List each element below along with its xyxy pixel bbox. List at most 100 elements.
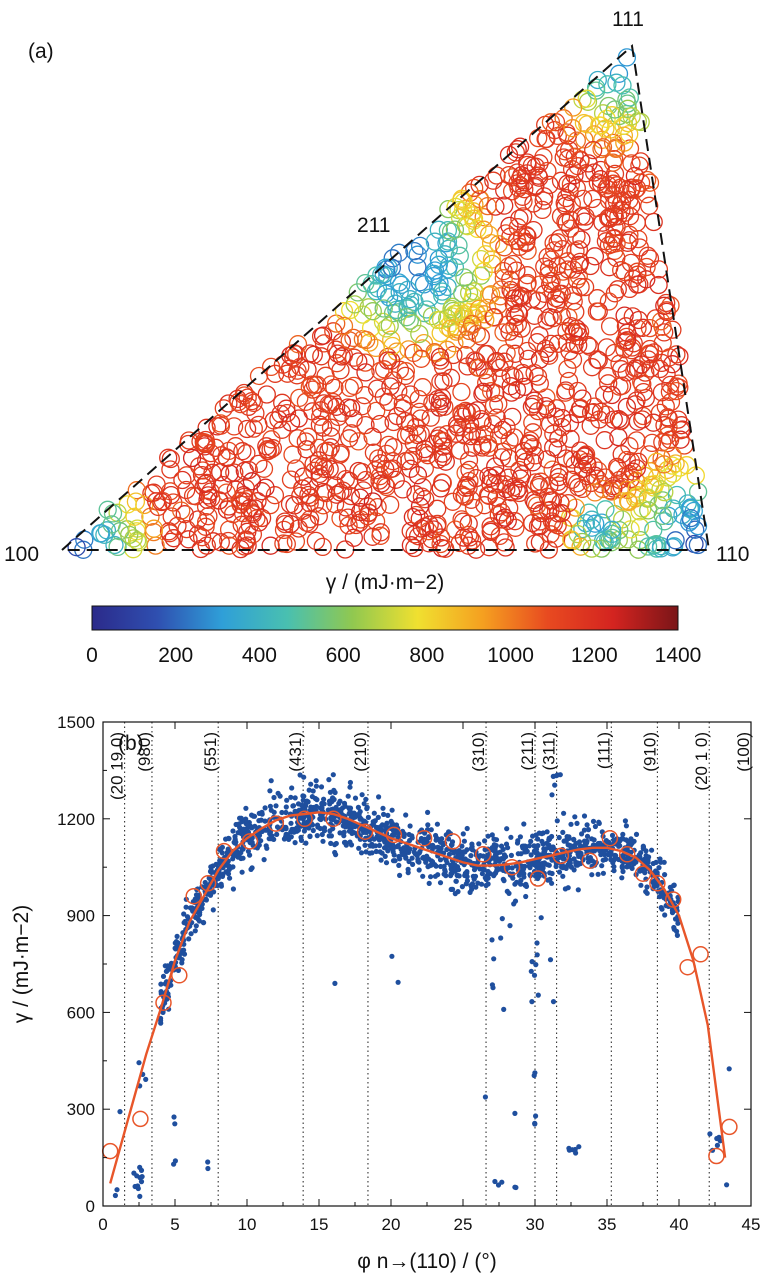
scatter-point: [199, 905, 205, 912]
scatter-point: [604, 839, 610, 845]
scatter-point: [499, 916, 505, 922]
scatter-point: [379, 827, 385, 833]
triangle-circle: [590, 410, 609, 429]
triangle-circle: [352, 462, 372, 482]
scatter-point: [468, 853, 474, 859]
triangle-circle: [400, 424, 419, 444]
scatter-point: [508, 852, 514, 859]
scatter-point: [405, 866, 411, 873]
scatter-point: [429, 844, 435, 850]
triangle-circle: [487, 166, 506, 185]
scatter-point: [376, 842, 383, 849]
scatter-point: [644, 890, 650, 896]
scatter-point: [576, 1144, 582, 1150]
triangle-circle: [308, 375, 327, 394]
triangle-circle: [686, 520, 705, 539]
triangle-circle: [553, 239, 572, 259]
triangle-circle: [436, 452, 455, 471]
scatter-point: [542, 851, 548, 857]
y-tick-label: 300: [67, 1100, 95, 1119]
triangle-circle: [238, 490, 257, 509]
scatter-point: [459, 884, 465, 890]
scatter-point: [549, 870, 555, 877]
triangle-circle: [168, 516, 187, 536]
triangle-circle: [478, 196, 497, 216]
triangle-circle: [430, 347, 450, 367]
scatter-point: [347, 779, 353, 786]
triangle-circle: [413, 478, 432, 497]
triangle-circle: [464, 202, 483, 221]
scatter-point: [492, 871, 498, 877]
scatter-point: [317, 825, 323, 832]
scatter-point: [463, 881, 469, 887]
triangle-circle: [401, 459, 420, 478]
scatter-point: [196, 918, 202, 924]
scatter-point: [226, 867, 232, 873]
triangle-circle: [631, 112, 650, 132]
orientation-label: (551): [201, 732, 220, 772]
scatter-point: [232, 840, 238, 846]
scatter-point: [443, 857, 449, 863]
open-circle: [503, 858, 521, 876]
triangle-circle: [495, 508, 515, 527]
scatter-point: [535, 861, 541, 867]
triangle-circle: [396, 426, 416, 445]
triangle-circle: [91, 524, 110, 543]
scatter-point: [523, 883, 530, 890]
scatter-point: [565, 885, 571, 891]
triangle-circle: [257, 385, 276, 404]
triangle-circle: [539, 259, 559, 279]
open-circle: [385, 826, 403, 844]
triangle-circle: [349, 432, 368, 451]
scatter-point: [592, 823, 599, 830]
triangle-circle: [596, 405, 616, 424]
triangle-circle: [324, 322, 343, 341]
open-circle: [634, 865, 652, 882]
triangle-circle: [663, 456, 682, 475]
triangle-circle: [481, 468, 501, 487]
triangle-circle: [595, 385, 614, 404]
triangle-circle: [309, 507, 328, 526]
triangle-circle: [644, 520, 663, 540]
open-circle: [185, 887, 202, 905]
scatter-point: [314, 797, 320, 803]
triangle-circle: [453, 284, 472, 303]
scatter-point: [383, 860, 390, 866]
triangle-circle: [607, 192, 627, 211]
triangle-circle: [572, 230, 591, 249]
triangle-circle: [356, 415, 375, 435]
scatter-point: [533, 962, 539, 968]
triangle-circle: [537, 388, 556, 407]
triangle-circle: [196, 474, 215, 494]
triangle-circle: [345, 295, 364, 314]
scatter-point: [279, 809, 285, 816]
fit-curve: [109, 811, 727, 1184]
scatter-point: [226, 836, 232, 842]
triangle-circle: [633, 410, 652, 429]
triangle-circle: [415, 443, 434, 462]
triangle-circle: [620, 231, 639, 250]
scatter-point: [291, 829, 297, 835]
triangle-circle: [313, 537, 332, 557]
triangle-circle: [525, 363, 544, 383]
triangle-circle: [414, 333, 434, 353]
scatter-point: [601, 848, 607, 854]
scatter-point: [318, 814, 324, 820]
scatter-point: [313, 778, 319, 784]
triangle-circle: [459, 478, 478, 497]
triangle-circle: [210, 491, 229, 510]
scatter-point: [528, 968, 534, 974]
open-circle: [529, 870, 547, 887]
triangle-circle: [650, 403, 670, 423]
scatter-point: [415, 858, 421, 865]
triangle-circle: [680, 513, 699, 532]
triangle-circle: [542, 512, 562, 531]
triangle-circle: [249, 513, 269, 532]
scatter-point: [485, 833, 491, 839]
triangle-circle: [566, 302, 585, 322]
triangle-circle: [618, 233, 637, 252]
triangle-circle: [161, 460, 180, 479]
triangle-circle: [579, 154, 598, 173]
triangle-circle: [261, 495, 280, 515]
scatter-point: [401, 831, 407, 837]
